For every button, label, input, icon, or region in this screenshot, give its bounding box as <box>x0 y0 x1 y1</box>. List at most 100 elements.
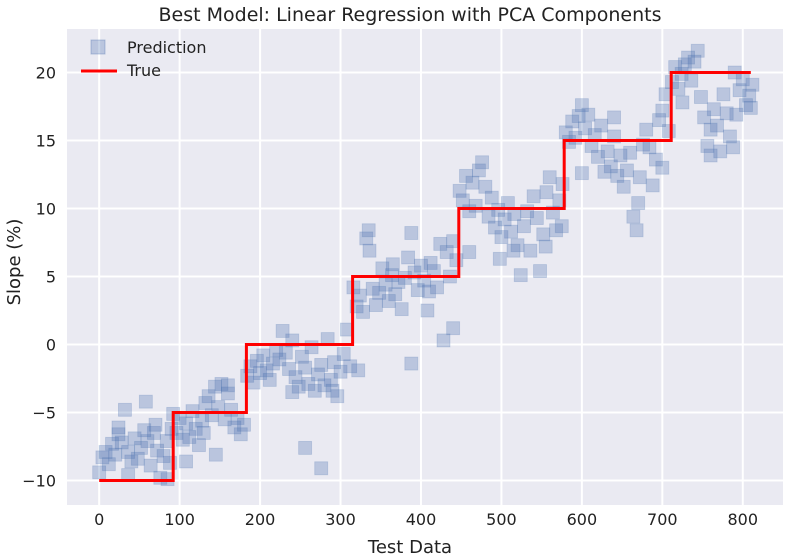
prediction-point <box>716 87 731 102</box>
legend-marker-prediction <box>90 39 106 55</box>
prediction-point <box>571 109 586 123</box>
prediction-point <box>352 288 367 303</box>
x-tick-label: 0 <box>94 510 104 529</box>
prediction-point <box>694 90 708 104</box>
prediction-point <box>365 281 380 296</box>
prediction-point <box>632 170 647 185</box>
prediction-point <box>700 139 715 153</box>
prediction-point <box>146 426 161 440</box>
prediction-point <box>369 298 383 312</box>
prediction-point <box>481 209 496 224</box>
prediction-point <box>538 239 553 254</box>
prediction-point <box>201 389 216 404</box>
prediction-point <box>591 149 605 164</box>
y-axis-ticks: −10 −5 0 5 10 15 20 <box>22 64 56 491</box>
prediction-point <box>743 100 758 115</box>
prediction-point <box>681 50 695 65</box>
prediction-point <box>314 358 329 372</box>
prediction-point <box>713 144 728 159</box>
prediction-point <box>506 243 521 258</box>
prediction-point <box>98 445 113 459</box>
prediction-point <box>675 95 690 110</box>
prediction-point <box>208 379 222 394</box>
prediction-point <box>127 431 142 446</box>
prediction-point <box>687 54 702 69</box>
prediction-point <box>648 152 663 167</box>
prediction-point <box>607 110 621 125</box>
chart-title: Best Model: Linear Regression with PCA C… <box>159 4 662 26</box>
prediction-point <box>253 366 267 380</box>
prediction-point <box>468 198 483 213</box>
prediction-point <box>361 223 376 238</box>
prediction-point <box>488 220 502 235</box>
prediction-point <box>462 245 477 259</box>
prediction-point <box>455 193 470 208</box>
prediction-point <box>227 420 242 435</box>
prediction-point <box>610 168 625 183</box>
prediction-point <box>542 170 557 185</box>
prediction-point <box>642 140 657 155</box>
prediction-point <box>192 438 206 453</box>
y-tick-label: 20 <box>36 64 56 83</box>
prediction-point <box>130 451 145 466</box>
prediction-point <box>414 258 428 273</box>
prediction-point <box>138 394 153 409</box>
prediction-point <box>597 164 612 179</box>
prediction-point <box>620 163 634 178</box>
prediction-point <box>278 345 293 360</box>
prediction-point <box>549 223 564 238</box>
x-tick-label: 800 <box>728 510 759 529</box>
prediction-point <box>478 179 493 194</box>
prediction-point <box>430 280 444 295</box>
prediction-point <box>304 340 319 355</box>
prediction-point <box>626 209 641 224</box>
prediction-point <box>111 420 126 435</box>
prediction-point <box>124 454 139 469</box>
prediction-point <box>629 223 644 238</box>
prediction-point <box>677 57 692 72</box>
prediction-point <box>671 81 686 96</box>
prediction-point <box>291 379 306 394</box>
prediction-point <box>164 421 179 436</box>
prediction-point <box>311 367 325 382</box>
prediction-point <box>723 129 737 144</box>
prediction-point <box>436 333 451 348</box>
prediction-point <box>449 253 464 268</box>
prediction-point <box>114 435 129 450</box>
prediction-point <box>552 193 567 208</box>
prediction-point <box>182 430 197 444</box>
prediction-point <box>111 427 126 442</box>
prediction-point <box>220 386 235 401</box>
prediction-point <box>188 421 203 436</box>
prediction-point <box>198 396 213 410</box>
x-tick-label: 200 <box>245 510 276 529</box>
prediction-point <box>148 417 163 432</box>
prediction-point <box>613 148 628 163</box>
prediction-point <box>732 83 747 98</box>
prediction-point <box>143 458 158 473</box>
prediction-point <box>259 363 274 378</box>
x-axis-ticks: 0 100 200 300 400 500 600 700 800 <box>94 510 758 529</box>
prediction-point <box>325 383 340 398</box>
y-tick-label: 10 <box>36 200 56 219</box>
prediction-point <box>118 402 132 417</box>
x-tick-label: 400 <box>406 510 437 529</box>
prediction-point <box>208 447 223 462</box>
prediction-point <box>684 73 699 88</box>
prediction-point <box>233 427 248 442</box>
prediction-point <box>703 122 718 137</box>
prediction-point <box>719 106 734 121</box>
y-tick-label: 5 <box>46 268 56 287</box>
prediction-point <box>266 356 280 371</box>
prediction-point <box>237 417 251 432</box>
prediction-point <box>262 372 277 387</box>
x-tick-label: 100 <box>164 510 195 529</box>
prediction-point <box>375 261 390 276</box>
prediction-point <box>742 88 757 103</box>
prediction-point <box>581 107 596 122</box>
true-step-line <box>99 71 751 482</box>
prediction-point <box>529 211 544 225</box>
prediction-point <box>196 426 211 440</box>
prediction-point <box>282 362 296 376</box>
prediction-point <box>351 363 366 378</box>
